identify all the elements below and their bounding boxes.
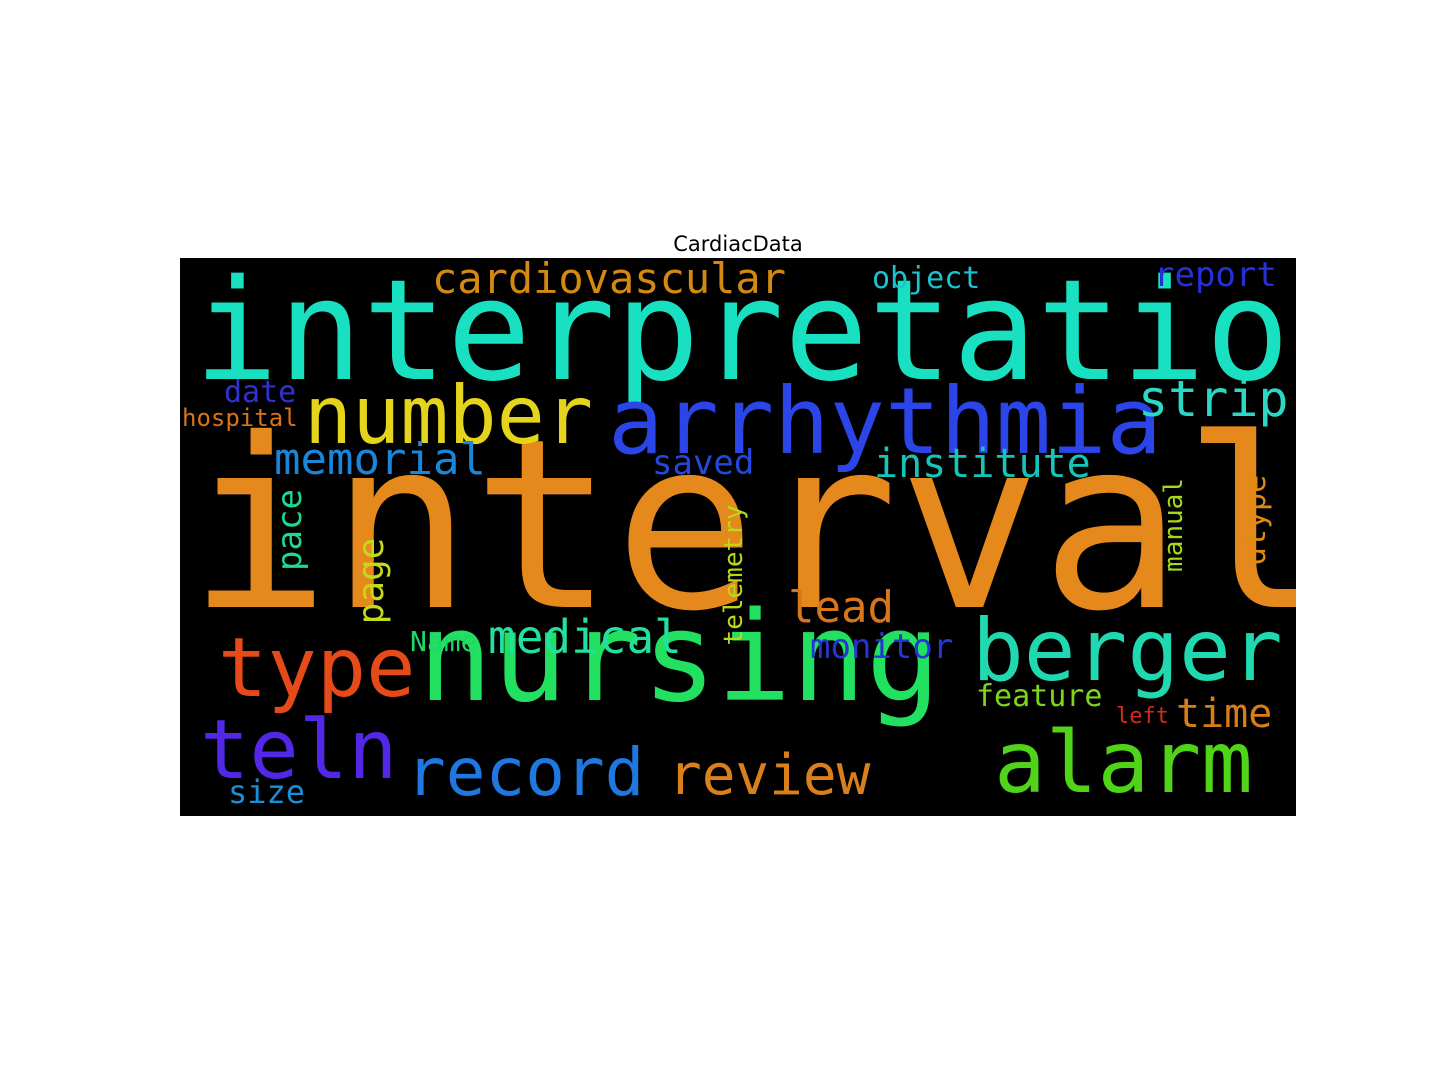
word-interpretation: interpretation	[194, 258, 1296, 413]
word-object: object	[872, 261, 981, 296]
word-date: date	[224, 375, 297, 410]
word-teln: teln	[200, 703, 398, 798]
word-lead: lead	[788, 582, 894, 633]
word-dtype: dtype	[1238, 474, 1273, 566]
word-strip: strip	[1138, 370, 1289, 428]
word-feature: feature	[976, 679, 1103, 714]
word-monitor: monitor	[810, 627, 954, 667]
word-cloud: interval interpretation nursing arrhythm…	[180, 258, 1296, 816]
word-manual: manual	[1159, 478, 1189, 572]
word-berger: berger	[972, 601, 1283, 701]
word-cardiovascular: cardiovascular	[432, 258, 787, 303]
word-review: review	[668, 743, 871, 808]
word-telemetry: telemetry	[719, 504, 749, 646]
word-number: number	[304, 369, 593, 462]
figure-title: CardiacData	[673, 232, 803, 256]
word-page: page	[351, 537, 392, 625]
word-interval: interval	[188, 388, 1296, 663]
word-nursing: nursing	[418, 586, 941, 730]
word-arrhythmia: arrhythmia	[608, 368, 1162, 475]
word-name: Name	[410, 625, 478, 658]
word-saved: saved	[652, 443, 755, 483]
word-medical: medical	[488, 610, 682, 664]
word-memorial: memorial	[274, 434, 486, 485]
word-report: report	[1154, 258, 1277, 295]
word-alarm: alarm	[994, 713, 1253, 813]
word-record: record	[406, 734, 645, 811]
word-time: time	[1176, 691, 1273, 737]
word-left: left	[1116, 704, 1169, 729]
word-type: type	[218, 621, 416, 716]
word-hospital: hospital	[182, 404, 298, 432]
word-size: size	[228, 773, 306, 811]
word-institute: institute	[874, 441, 1091, 487]
word-pace: pace	[270, 489, 310, 571]
